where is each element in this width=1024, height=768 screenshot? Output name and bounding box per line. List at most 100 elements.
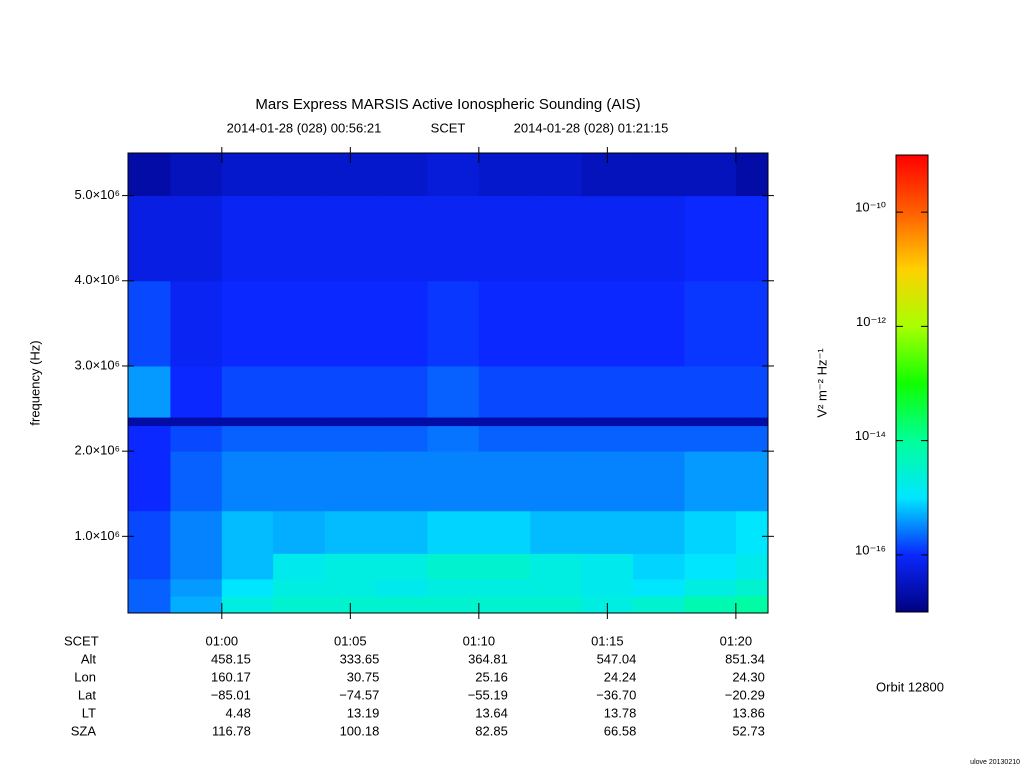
spectrogram-cell	[324, 510, 377, 554]
spectrogram-cell	[478, 195, 531, 282]
spectrogram-cell	[273, 153, 326, 197]
spectrogram-cell	[324, 417, 377, 427]
spectrogram-cell	[427, 578, 480, 597]
spectrogram-cell	[427, 417, 480, 427]
spectrogram-cell	[633, 553, 685, 580]
spectrogram-cell	[735, 578, 769, 597]
chart-title: Mars Express MARSIS Active Ionospheric S…	[255, 96, 640, 113]
spectrogram-cell	[324, 365, 377, 418]
spectrogram-cell	[478, 451, 531, 512]
spectrogram-cell	[221, 578, 274, 597]
ephemeris-label: Lon	[74, 669, 96, 684]
spectrogram	[128, 153, 769, 614]
spectrogram-cell	[170, 595, 223, 614]
spectrogram-cell	[170, 153, 223, 197]
spectrogram-cell	[170, 195, 223, 282]
ephemeris-value: 13.86	[732, 705, 765, 720]
spectrogram-cell	[478, 365, 531, 418]
spectrogram-cell	[221, 510, 274, 554]
spectrogram-cell	[376, 595, 428, 614]
spectrogram-cell	[128, 417, 171, 427]
spectrogram-cell	[221, 595, 274, 614]
spectrogram-cell	[128, 280, 171, 367]
spectrogram-cell	[478, 553, 531, 580]
ephemeris-value: 24.30	[732, 669, 765, 684]
ephemeris-value: 100.18	[340, 723, 380, 738]
spectrogram-cell	[324, 451, 377, 512]
colorbar	[895, 154, 929, 613]
ephemeris-value: 4.48	[226, 705, 251, 720]
spectrogram-cell	[170, 417, 223, 427]
spectrogram-cell	[376, 365, 428, 418]
spectrogram-cell	[376, 578, 428, 597]
spectrogram-cell	[684, 153, 737, 197]
spectrogram-cell	[273, 553, 326, 580]
spectrogram-cell	[581, 451, 634, 512]
spectrogram-cell	[221, 195, 274, 282]
spectrogram-cell	[376, 451, 428, 512]
ephemeris-value: −74.57	[339, 687, 379, 702]
ephemeris-value: −85.01	[211, 687, 251, 702]
spectrogram-cell	[735, 595, 769, 614]
ephemeris-label: Alt	[81, 651, 97, 666]
x-tick-label: 01:20	[720, 633, 753, 648]
spectrogram-cell	[478, 417, 531, 427]
spectrogram-cell	[128, 510, 171, 554]
y-tick-label: 5.0×10⁶	[75, 187, 120, 202]
spectrogram-cell	[324, 578, 377, 597]
spectrogram-cell	[684, 417, 737, 427]
spectrogram-cell	[170, 365, 223, 418]
spectrogram-cell	[530, 280, 583, 367]
spectrogram-cell	[530, 451, 583, 512]
spectrogram-cell	[478, 153, 531, 197]
spectrogram-cell	[128, 365, 171, 418]
spectrogram-cell	[273, 578, 326, 597]
spectrogram-cell	[633, 365, 685, 418]
start-time: 2014-01-28 (028) 00:56:21	[227, 120, 382, 135]
spectrogram-cell	[735, 417, 769, 427]
spectrogram-cell	[376, 417, 428, 427]
spectrogram-cell	[581, 578, 634, 597]
spectrogram-cell	[633, 153, 685, 197]
ephemeris-value: 52.73	[732, 723, 765, 738]
spectrogram-cell	[376, 510, 428, 554]
spectrogram-cell	[273, 195, 326, 282]
spectrogram-cell	[633, 195, 685, 282]
spectrogram-cell	[170, 578, 223, 597]
spectrogram-cell	[684, 510, 737, 554]
x-tick-label: 01:15	[591, 633, 624, 648]
spectrogram-cell	[170, 280, 223, 367]
ephemeris-value: 160.17	[211, 669, 251, 684]
spectrogram-cell	[735, 280, 769, 367]
spectrogram-cell	[273, 451, 326, 512]
ephemeris-value: 333.65	[340, 651, 380, 666]
spectrogram-cell	[427, 553, 480, 580]
y-tick-label: 2.0×10⁶	[75, 443, 120, 458]
spectrogram-cell	[170, 510, 223, 554]
ephemeris-value: 13.64	[475, 705, 508, 720]
spectrogram-cell	[478, 510, 531, 554]
spectrogram-cell	[530, 425, 583, 452]
spectrogram-cell	[128, 595, 171, 614]
spectrogram-cell	[530, 417, 583, 427]
footer: ulove 20130210	[970, 759, 1020, 766]
spectrogram-cell	[221, 365, 274, 418]
spectrogram-cell	[324, 195, 377, 282]
spectrogram-cell	[633, 578, 685, 597]
ephemeris-value: 82.85	[475, 723, 508, 738]
spectrogram-cell	[581, 280, 634, 367]
ephemeris-value: 851.34	[725, 651, 765, 666]
x-tick-label: 01:05	[334, 633, 367, 648]
spectrogram-cell	[273, 595, 326, 614]
colorbar-label: V² m⁻² Hz⁻¹	[814, 348, 829, 418]
spectrogram-cell	[324, 553, 377, 580]
colorbar-tick-label: 10⁻¹²	[856, 314, 887, 329]
spectrogram-cell	[735, 365, 769, 418]
y-axis-label: frequency (Hz)	[27, 340, 42, 425]
spectrogram-cell	[530, 553, 583, 580]
spectrogram-cell	[735, 553, 769, 580]
spectrogram-cell	[530, 195, 583, 282]
spectrogram-cell	[376, 553, 428, 580]
spectrogram-cell	[478, 578, 531, 597]
